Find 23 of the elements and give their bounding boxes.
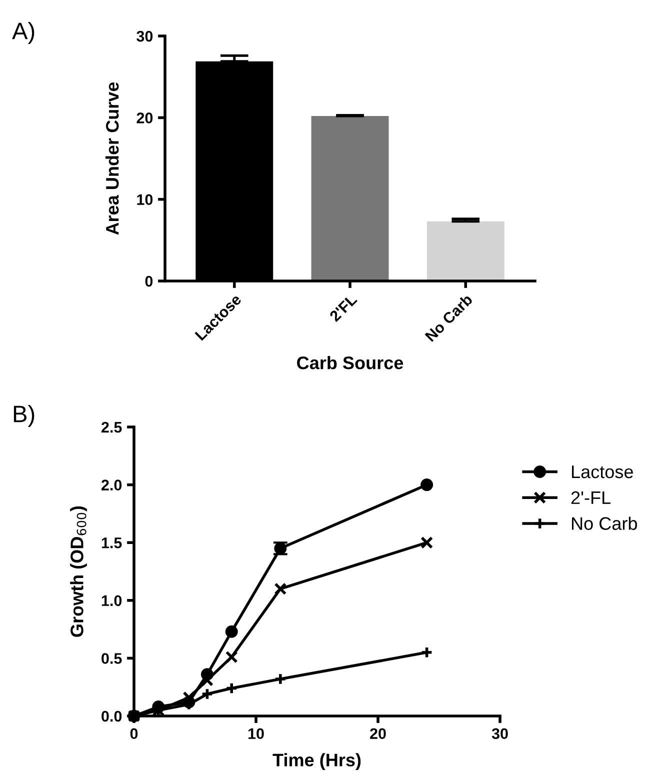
y-tick-label: 2.0 [101,480,122,490]
y-axis-title: Growth (OD$_{600}$) [70,506,87,637]
legend-label: Lactose [572,466,633,478]
y-tick-label: 0 [145,276,153,287]
x-tick-label: 30 [492,728,508,740]
y-axis-title: Area Under Curve [105,82,119,235]
y-tick-label: 20 [136,112,153,124]
x-tick-label: 10 [248,728,264,740]
legend-label: No Carb [572,516,637,530]
y-tick-label: 30 [136,30,153,42]
y-tick-label: 2.5 [101,422,122,433]
y-tick-label: 1.0 [102,595,122,606]
text: A) [12,22,34,44]
y-tick-label: 1.5 [102,538,122,548]
text: B) [14,405,34,427]
x-axis-title: Time (Hrs) [272,753,361,770]
y-tick-label: 10 [137,194,153,206]
x-tick-label: 2'FL [328,293,358,322]
x-tick-label: 20 [370,728,386,740]
y-tick-label: 0.0 [102,710,122,722]
legend-label: 2'-FL [571,491,610,504]
x-axis-title: Carb Source [297,356,404,370]
y-tick-label: 0.5 [102,653,122,664]
